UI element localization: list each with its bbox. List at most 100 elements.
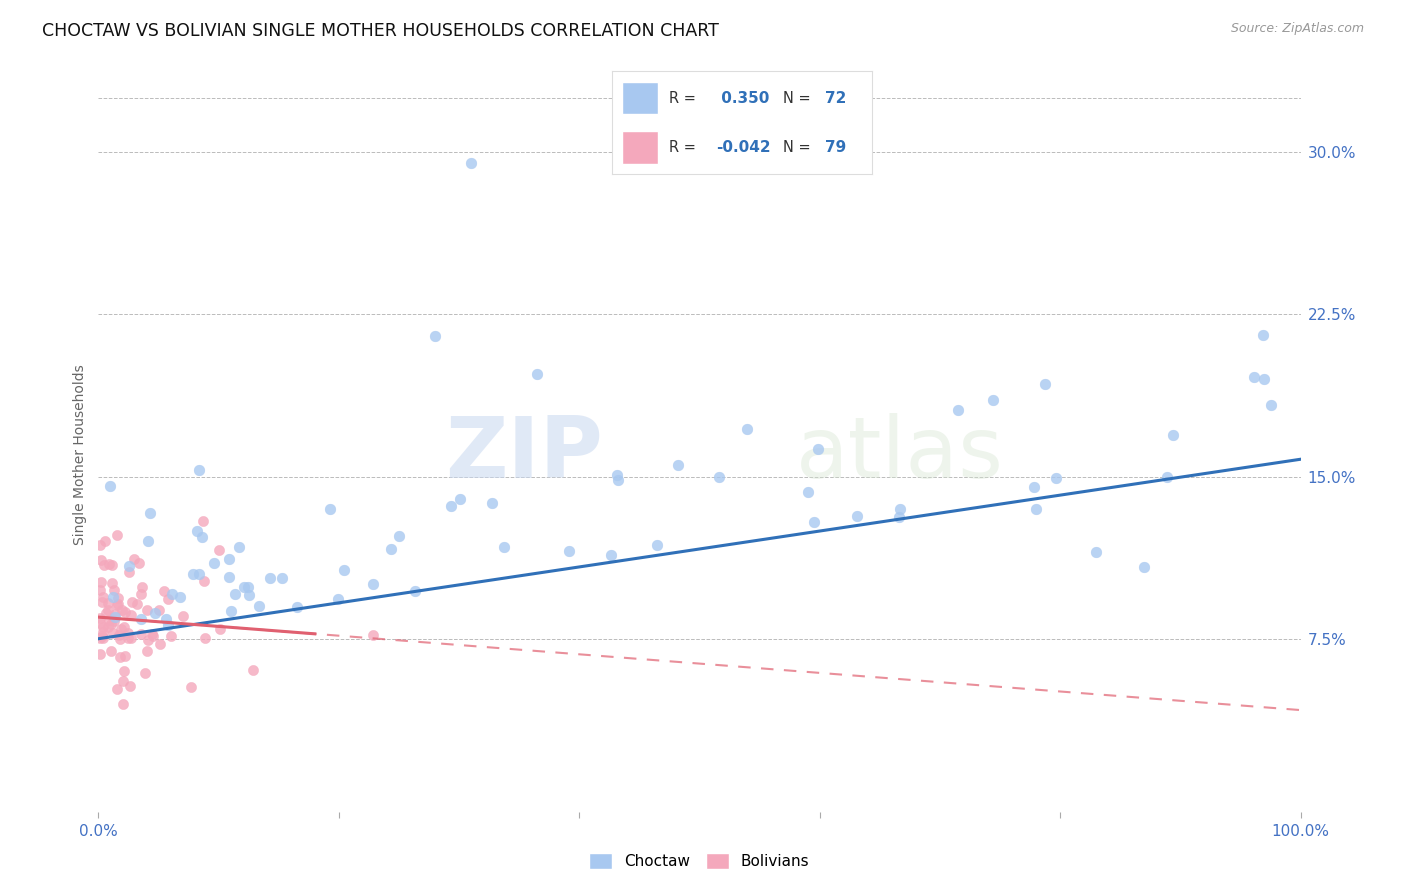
Point: [103, 615, 125, 629]
Point: [110, 622, 132, 636]
Point: [233, 580, 256, 594]
Point: [807, 442, 830, 456]
Legend: Choctaw, Bolivians: Choctaw, Bolivians: [583, 847, 815, 875]
Point: [193, 574, 215, 588]
Point: [1045, 471, 1067, 485]
Point: [108, 650, 131, 665]
Point: [607, 473, 630, 487]
Point: [526, 367, 548, 381]
Point: [946, 402, 969, 417]
Text: ZIP: ZIP: [446, 413, 603, 497]
Point: [143, 606, 166, 620]
Point: [90, 553, 112, 567]
Point: [228, 541, 250, 555]
Point: [101, 575, 124, 590]
Point: [224, 587, 246, 601]
Point: [981, 392, 1004, 407]
Point: [93, 558, 115, 573]
Point: [100, 616, 122, 631]
Point: [186, 524, 208, 538]
Point: [803, 515, 825, 529]
Point: [129, 627, 152, 641]
Point: [1022, 480, 1045, 494]
Text: -0.042: -0.042: [716, 140, 770, 155]
Point: [118, 565, 141, 579]
Text: Source: ZipAtlas.com: Source: ZipAtlas.com: [1230, 22, 1364, 36]
Point: [221, 604, 243, 618]
Point: [1133, 560, 1156, 574]
Point: [111, 603, 134, 617]
Point: [103, 583, 125, 598]
Point: [155, 612, 177, 626]
Point: [285, 599, 308, 614]
Point: [1243, 370, 1265, 384]
Point: [666, 458, 689, 472]
Point: [97, 620, 120, 634]
Point: [558, 543, 581, 558]
Point: [114, 648, 136, 663]
Point: [1085, 545, 1108, 559]
Point: [91, 624, 114, 639]
Point: [188, 567, 211, 582]
Point: [91, 591, 114, 605]
Point: [238, 588, 260, 602]
Point: [128, 556, 150, 570]
Point: [153, 583, 176, 598]
Text: atlas: atlas: [796, 413, 1004, 497]
Text: N =: N =: [783, 140, 811, 155]
Point: [319, 501, 342, 516]
Point: [90, 595, 112, 609]
Point: [104, 610, 127, 624]
Point: [481, 496, 503, 510]
Point: [149, 638, 172, 652]
Point: [606, 468, 628, 483]
Point: [135, 644, 157, 658]
Point: [142, 629, 165, 643]
Point: [104, 607, 127, 622]
Point: [131, 611, 153, 625]
Point: [218, 570, 240, 584]
Point: [238, 580, 260, 594]
Point: [100, 644, 122, 658]
Point: [141, 627, 163, 641]
Point: [107, 681, 129, 696]
Point: [117, 632, 139, 646]
Point: [94, 606, 117, 620]
Point: [89, 582, 111, 597]
Point: [105, 528, 128, 542]
Y-axis label: Single Mother Households: Single Mother Households: [73, 365, 87, 545]
Point: [208, 543, 231, 558]
Point: [361, 628, 384, 642]
Point: [117, 625, 139, 640]
Point: [103, 626, 125, 640]
Point: [94, 533, 117, 548]
Point: [1260, 398, 1282, 412]
Point: [1251, 328, 1274, 343]
Point: [1033, 377, 1056, 392]
Point: [110, 632, 132, 646]
Point: [136, 603, 159, 617]
Point: [735, 422, 758, 436]
Point: [157, 618, 180, 632]
Point: [160, 587, 183, 601]
Point: [889, 502, 911, 516]
Point: [271, 571, 294, 585]
Point: [97, 596, 120, 610]
Point: [89, 615, 111, 630]
Point: [124, 551, 146, 566]
Point: [169, 590, 191, 604]
Point: [89, 631, 111, 645]
Point: [797, 484, 820, 499]
Point: [645, 538, 668, 552]
Point: [107, 597, 129, 611]
Point: [1156, 470, 1178, 484]
Point: [112, 698, 135, 712]
Point: [148, 602, 170, 616]
FancyBboxPatch shape: [621, 82, 658, 114]
Point: [89, 611, 111, 625]
Text: 72: 72: [825, 90, 846, 105]
Point: [326, 592, 349, 607]
Point: [138, 633, 160, 648]
Point: [404, 584, 426, 599]
Point: [108, 628, 131, 642]
